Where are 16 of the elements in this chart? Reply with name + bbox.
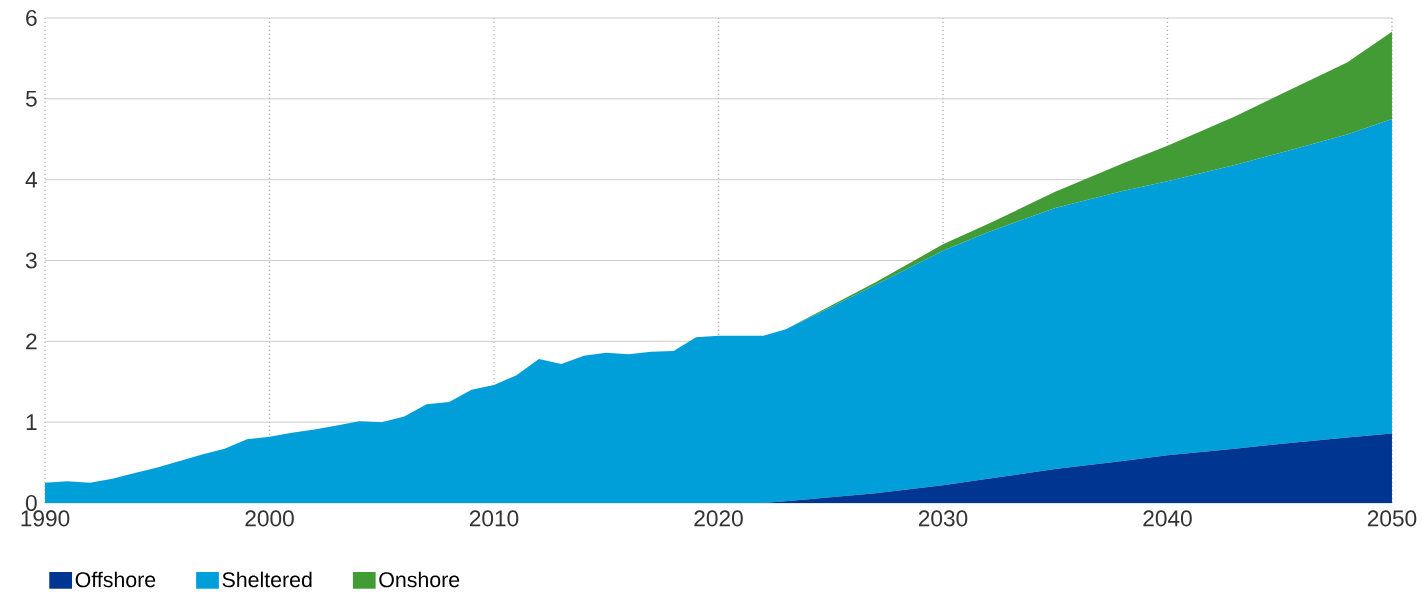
x-tick-label: 1990	[21, 510, 70, 527]
x-tick-label: 2030	[918, 510, 968, 527]
legend-label: Sheltered	[222, 571, 312, 588]
x-tick-label: 2020	[694, 510, 743, 527]
y-tick-label: 3	[25, 252, 37, 269]
x-tick-label: 2000	[245, 510, 294, 527]
x-tick-label: 2040	[1143, 510, 1192, 527]
legend-label: Onshore	[379, 571, 460, 588]
y-tick-label: 4	[25, 171, 37, 188]
y-tick-label: 2	[26, 333, 37, 350]
legend-label: Offshore	[75, 571, 156, 588]
y-tick-label: 6	[26, 9, 37, 27]
y-tick-label: 5	[25, 90, 37, 107]
x-tick-label: 2050	[1367, 510, 1417, 527]
x-tick-label: 2010	[469, 510, 519, 527]
y-tick-label: 1	[26, 414, 37, 430]
